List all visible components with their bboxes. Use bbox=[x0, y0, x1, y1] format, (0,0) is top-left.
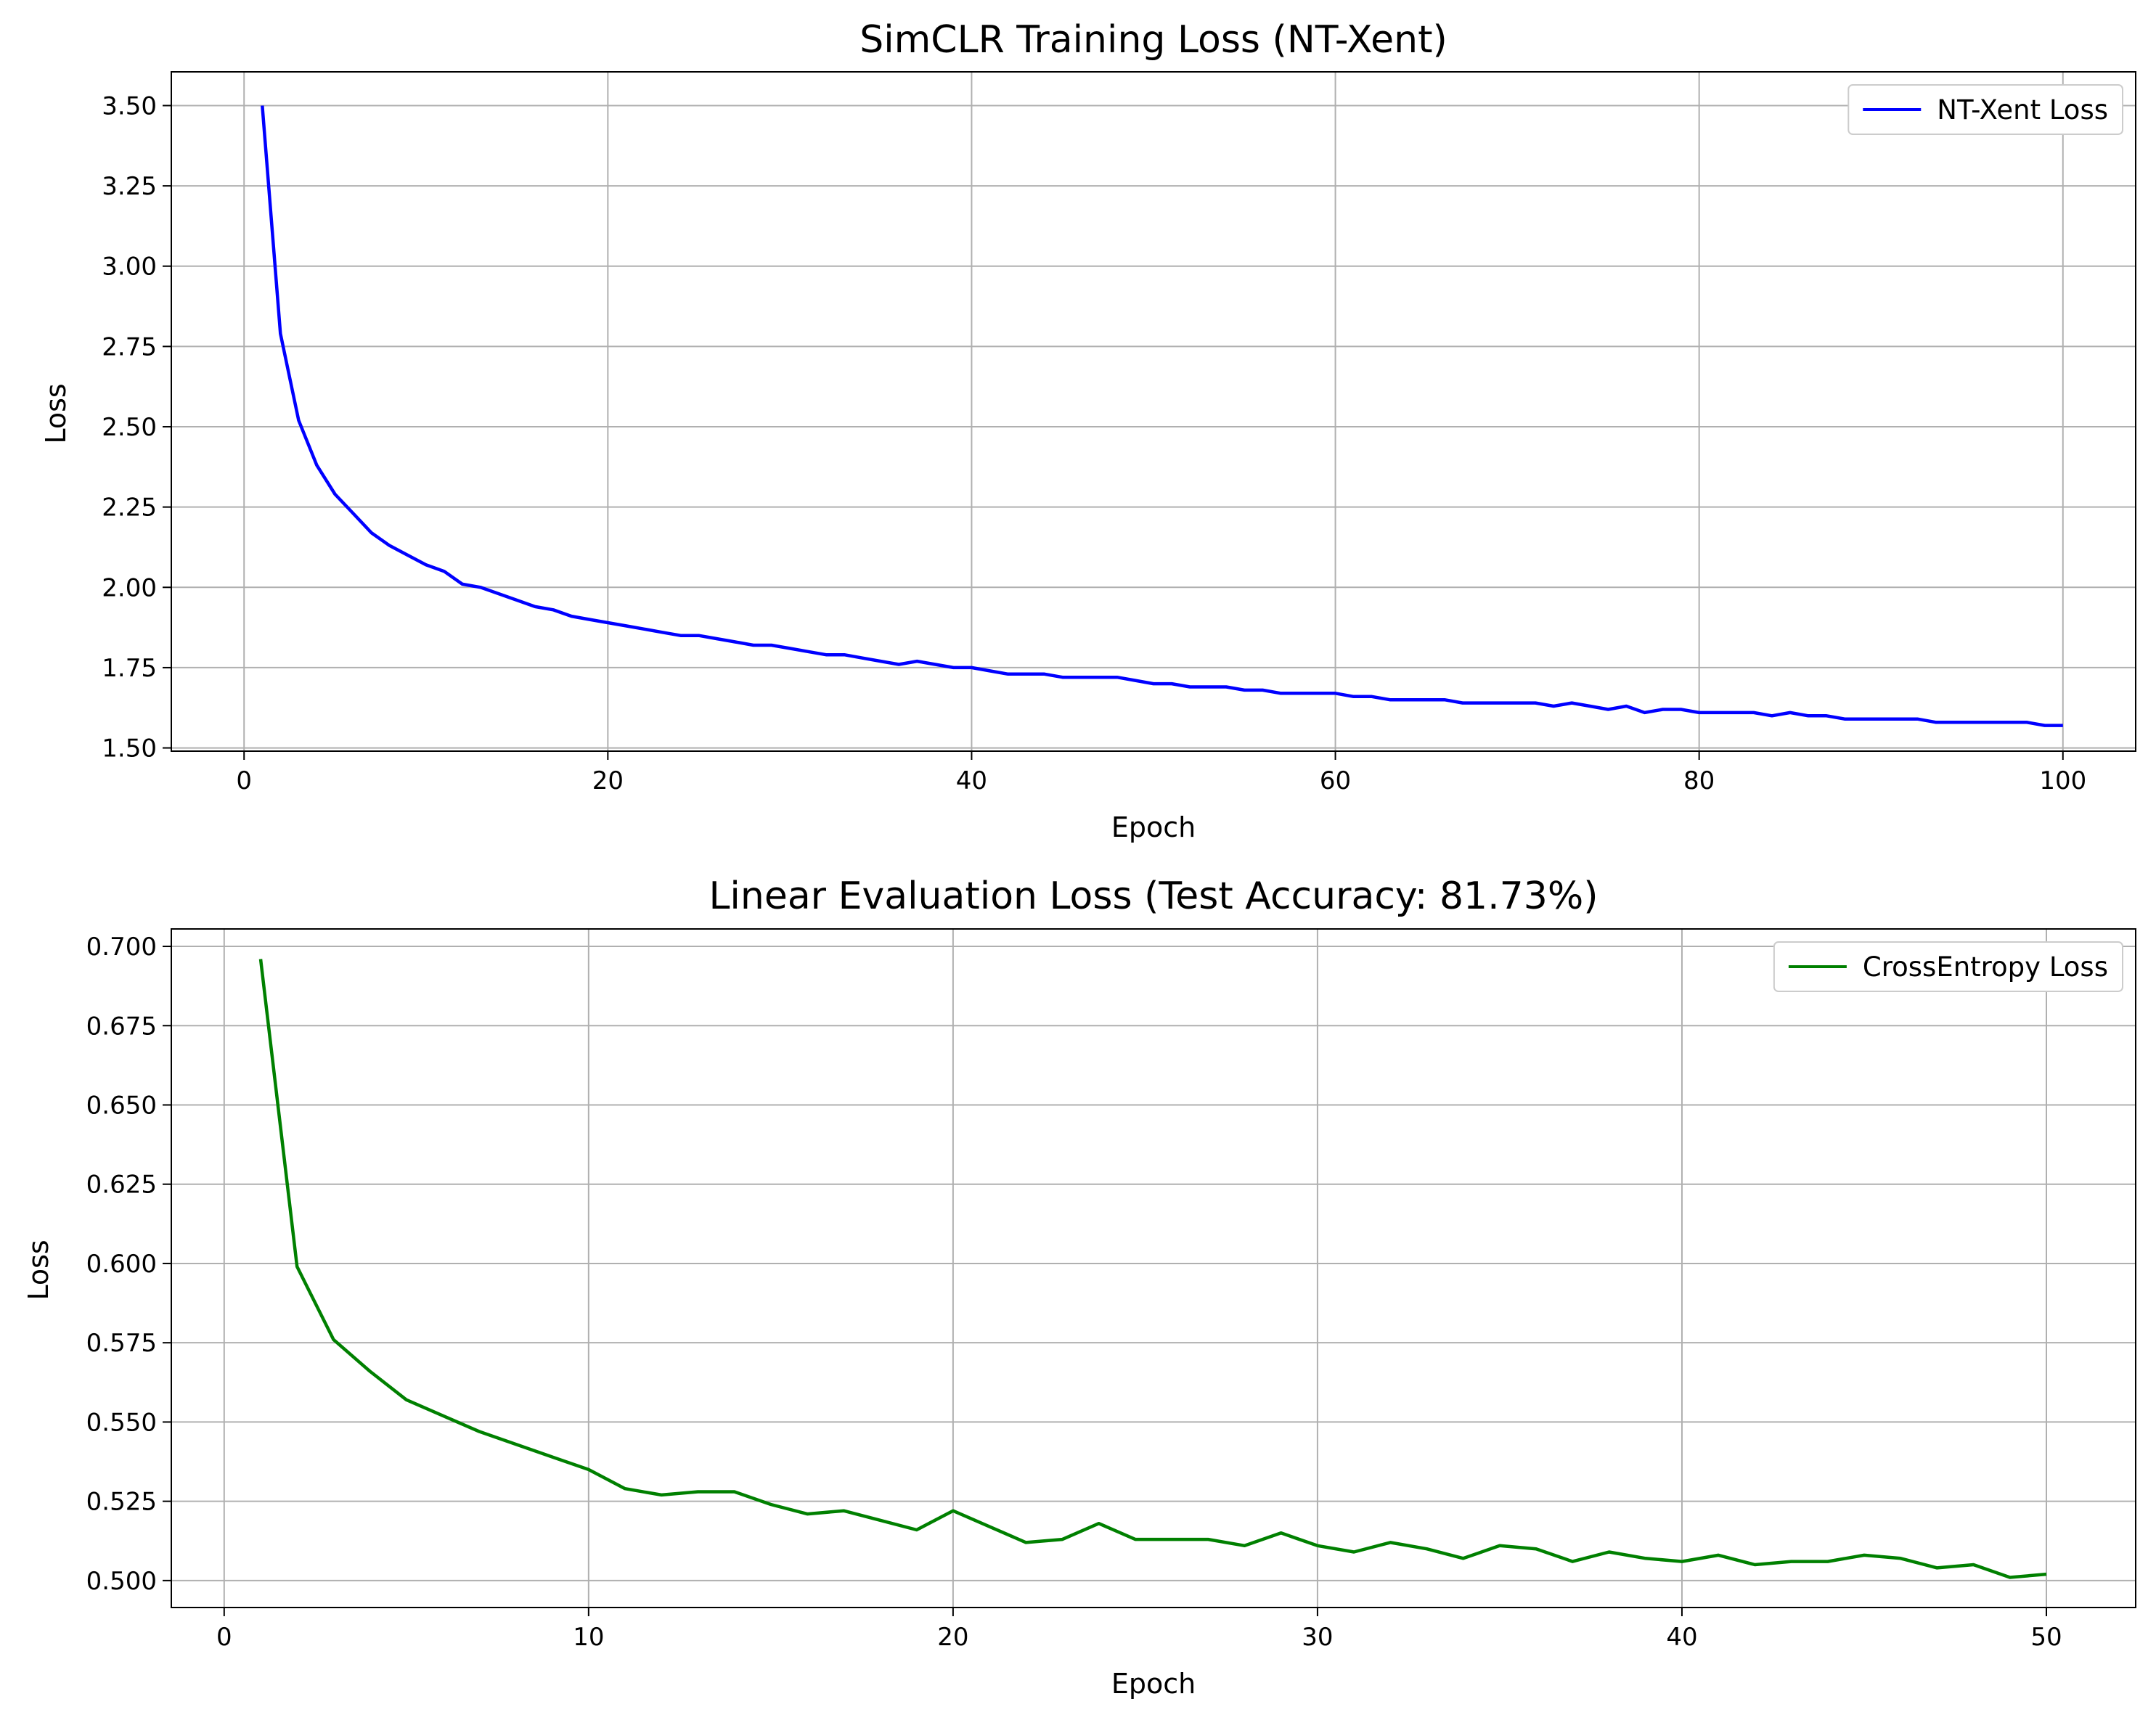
y-tick-label: 0.500 bbox=[86, 1567, 157, 1596]
chart-title: Linear Evaluation Loss (Test Accuracy: 8… bbox=[709, 875, 1598, 918]
legend-label: CrossEntropy Loss bbox=[1863, 951, 2108, 983]
legend-label: NT-Xent Loss bbox=[1937, 94, 2108, 126]
legend: CrossEntropy Loss bbox=[1773, 941, 2123, 992]
y-tick-label: 2.50 bbox=[102, 413, 157, 442]
x-tick-label: 60 bbox=[1320, 766, 1351, 795]
plot-frame bbox=[171, 928, 2136, 1608]
y-tick-label: 3.00 bbox=[102, 253, 157, 282]
chart-title: SimCLR Training Loss (NT-Xent) bbox=[859, 18, 1447, 62]
y-tick-label: 0.625 bbox=[86, 1171, 157, 1200]
x-tick-label: 100 bbox=[2039, 766, 2086, 795]
grid-lines bbox=[171, 929, 2136, 1608]
x-axis-ticks: 0 10 20 30 40 50 bbox=[216, 1608, 2062, 1652]
x-tick-label: 40 bbox=[956, 766, 987, 795]
plot-frame bbox=[171, 71, 2136, 752]
y-tick-label: 2.75 bbox=[102, 332, 157, 361]
y-tick-label: 0.525 bbox=[86, 1488, 157, 1517]
grid-lines bbox=[171, 72, 2136, 751]
y-tick-label: 0.550 bbox=[86, 1408, 157, 1437]
linear-eval-loss-chart: Linear Evaluation Loss (Test Accuracy: 8… bbox=[23, 875, 2136, 1700]
x-axis-label: Epoch bbox=[1111, 811, 1196, 843]
y-tick-label: 2.25 bbox=[102, 494, 157, 523]
y-tick-label: 3.50 bbox=[102, 91, 157, 120]
y-axis-label: Loss bbox=[23, 1240, 54, 1300]
y-tick-label: 3.25 bbox=[102, 172, 157, 201]
y-tick-label: 0.600 bbox=[86, 1250, 157, 1279]
legend: NT-Xent Loss bbox=[1847, 84, 2123, 135]
legend-box bbox=[1773, 941, 2123, 992]
x-tick-label: 0 bbox=[216, 1623, 232, 1652]
x-tick-label: 50 bbox=[2030, 1623, 2062, 1652]
x-tick-label: 40 bbox=[1666, 1623, 1697, 1652]
y-axis-ticks: 1.50 1.75 2.00 2.25 2.50 2.75 3.00 3.25 3.50 bbox=[102, 91, 171, 763]
y-tick-label: 0.675 bbox=[86, 1012, 157, 1041]
x-tick-label: 10 bbox=[573, 1623, 604, 1652]
x-tick-label: 0 bbox=[236, 766, 252, 795]
x-tick-label: 30 bbox=[1302, 1623, 1333, 1652]
x-tick-label: 20 bbox=[592, 766, 624, 795]
x-tick-label: 20 bbox=[937, 1623, 968, 1652]
y-tick-label: 1.50 bbox=[102, 734, 157, 763]
y-axis-label: Loss bbox=[40, 383, 72, 443]
legend-box bbox=[1847, 84, 2123, 135]
series-line bbox=[261, 105, 2063, 727]
plot-lines bbox=[258, 959, 2047, 1579]
y-tick-label: 0.700 bbox=[86, 933, 157, 962]
simclr-loss-chart: SimCLR Training Loss (NT-Xent) 0 20 40 60 80… bbox=[40, 18, 2136, 843]
series-line bbox=[258, 959, 2047, 1579]
y-tick-label: 0.575 bbox=[86, 1329, 157, 1358]
x-axis-ticks: 0 20 40 60 80 100 bbox=[236, 751, 2086, 795]
plot-lines bbox=[261, 105, 2063, 727]
x-axis-label: Epoch bbox=[1111, 1668, 1196, 1700]
y-axis-ticks: 0.500 0.525 0.550 0.575 0.600 0.625 0.650 0.675… bbox=[86, 933, 171, 1596]
x-tick-label: 80 bbox=[1683, 766, 1715, 795]
y-tick-label: 1.75 bbox=[102, 654, 157, 683]
y-tick-label: 0.650 bbox=[86, 1091, 157, 1120]
y-tick-label: 2.00 bbox=[102, 573, 157, 602]
